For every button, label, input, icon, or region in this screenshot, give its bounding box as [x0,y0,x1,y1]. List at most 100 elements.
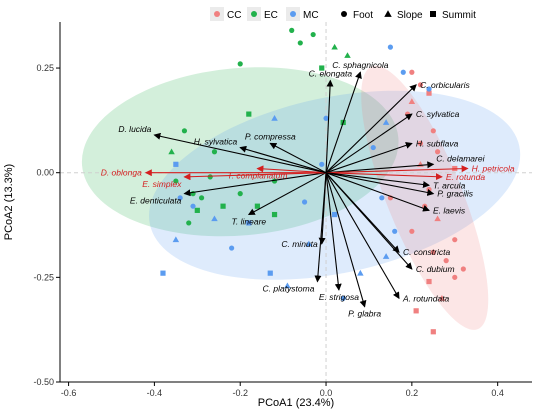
point-ec-17 [220,203,226,209]
vector-c-orbicularis [325,84,417,174]
legend-label-foot: Foot [353,10,373,21]
point-mc-24 [284,282,291,289]
legend-swatch-mc [290,11,296,17]
point-ec-8 [246,111,252,117]
point-cc-20 [438,295,446,301]
legend-colour-group: CC EC MC [210,7,319,21]
y-tick-label: 0.25 [36,63,54,73]
vector-p-compressa [269,142,327,174]
label-e-simplex: E. simplex [142,179,182,189]
label-d-oblonga: D. oblonga [101,168,142,178]
y-tick-label: -0.50 [33,377,54,387]
label-c-delamarei: C. delamarei [436,153,485,163]
vector-e-laevis [325,172,430,212]
vector-c-dubium [325,172,413,270]
point-cc-21 [413,308,419,314]
point-cc-10 [426,186,432,193]
vector-h-sylvatica [239,145,327,174]
vector-e-denticulata [183,172,327,197]
point-ec-0 [289,27,295,33]
point-cc-7 [435,149,441,155]
label-t-complanatum: T. complanatum [227,171,287,181]
vector-e-simplex [183,172,327,181]
legend-swatch-ec [251,11,257,17]
point-cc-6 [417,140,424,146]
y-tick-label: 0.00 [36,168,54,178]
point-mc-1 [400,69,406,75]
vector-d-lucida [153,132,327,174]
point-cc-17 [460,266,466,272]
reference-lines [60,22,532,382]
x-tick-label: 0.0 [320,388,333,398]
legend-shape-foot [341,11,347,17]
point-ec-6 [237,61,243,67]
point-ec-10 [168,148,175,155]
ellipse-mc [149,90,521,280]
point-ec-13 [173,178,179,184]
point-mc-13 [301,199,308,205]
point-ec-5 [319,65,325,71]
point-mc-25 [340,295,346,301]
vector-p-glabra [325,172,367,308]
legend: CC EC MC Foot Slope Summit [210,7,476,21]
legend-label-summit: Summit [442,10,476,21]
point-mc-9 [177,195,183,201]
y-tick-label: -0.25 [33,272,54,282]
y-axis-label: PCoA2 (13.3%) [3,164,15,240]
point-mc-8 [173,161,179,167]
point-mc-22 [267,270,273,276]
point-mc-10 [190,203,196,209]
point-mc-11 [211,215,218,222]
point-cc-1 [417,82,424,88]
point-mc-15 [305,240,313,247]
point-ec-4 [344,52,351,58]
x-tick-label: 0.2 [406,388,419,398]
point-cc-3 [408,98,416,104]
label-e-rotunda: E. rotunda [446,172,485,182]
point-cc-19 [452,274,458,280]
label-e-denticulata: E. denticulata [130,196,182,206]
label-t-arcula: T. arcula [433,180,466,190]
point-mc-6 [323,115,329,121]
label-c-dubium: C. dubium [416,264,455,274]
label-h-subflava: H. subflava [416,138,459,148]
label-c-constricta: C. constricta [403,247,451,257]
vector-e-rotunda [326,172,443,181]
x-tick-label: -0.4 [147,388,163,398]
label-p-glabra: P. glabra [348,309,381,319]
y-ticks: -0.50 -0.25 0.00 0.25 [33,63,60,387]
point-mc-20 [172,236,180,243]
point-mc-3 [382,119,390,125]
species-vectors [144,71,469,308]
point-mc-23 [160,270,166,276]
point-mc-16 [379,195,385,201]
legend-shape-summit [430,11,436,17]
axes: -0.6 -0.4 -0.2 0.0 0.2 0.4 -0.50 -0.25 0.00 0.25… [3,22,532,409]
ellipse-cc [361,65,489,330]
vector-t-lineare [247,172,327,216]
label-c-sylvatica: C. sylvatica [416,109,460,119]
point-mc-18 [382,253,390,259]
vector-c-sphagnicola [325,71,362,173]
point-ec-15 [199,195,205,201]
point-cc-18 [426,278,432,285]
label-e-laevis: E. laevis [433,205,466,215]
label-c-elongata: C. elongata [309,69,353,79]
label-e-strigosa: E. strigosa [319,292,359,302]
vector-t-arcula [325,172,431,189]
point-ec-1 [310,31,316,38]
label-c-platystoma: C. platystoma [262,284,314,294]
point-cc-13 [409,228,415,234]
label-c-orbicularis: C. orbicularis [420,80,470,90]
point-mc-19 [357,269,364,276]
legend-shape-group: Foot Slope Summit [341,10,476,21]
point-mc-17 [392,228,398,234]
point-cc-14 [452,237,458,243]
vector-c-sylvatica [325,113,413,174]
label-a-rotundata: A. rotundata [402,293,450,303]
vector-p-gracilis [325,172,435,196]
legend-label-mc: MC [303,10,319,21]
label-d-lucida: D. lucida [118,124,151,134]
